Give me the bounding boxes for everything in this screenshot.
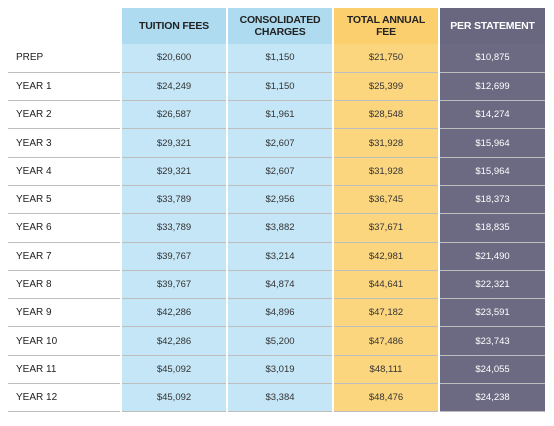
cell-per-statement: $21,490 (438, 242, 545, 271)
cell-consolidated-charges: $5,200 (226, 326, 333, 356)
cell-total-annual-fee: $44,641 (332, 270, 439, 300)
cell-tuition-fees: $29,321 (120, 128, 227, 158)
cell-consolidated-charges: $4,896 (226, 298, 333, 328)
cell-per-statement: $23,591 (438, 298, 545, 328)
table-body: PREP $20,600 $1,150 $21,750 $10,875 YEAR 1 $24… (8, 44, 545, 413)
cell-total-annual-fee: $48,111 (332, 355, 439, 385)
cell-per-statement: $23,743 (438, 326, 545, 356)
header-tuition-fees: TUITION FEES (120, 8, 227, 44)
cell-per-statement: $12,699 (438, 72, 545, 102)
header-consolidated-charges: CONSOLIDATED CHARGES (226, 8, 333, 44)
table-row: YEAR 6 $33,789 $3,882 $37,671 $18,835 (8, 213, 545, 243)
row-label: YEAR 6 (8, 213, 121, 243)
cell-total-annual-fee: $28,548 (332, 100, 439, 130)
cell-per-statement: $10,875 (438, 44, 545, 73)
cell-per-statement: $15,964 (438, 128, 545, 158)
header-total-annual-fee: TOTAL ANNUAL FEE (332, 8, 439, 44)
header-row: TUITION FEES CONSOLIDATED CHARGES TOTAL … (8, 8, 545, 44)
cell-consolidated-charges: $2,956 (226, 185, 333, 215)
row-label: YEAR 9 (8, 298, 121, 328)
cell-per-statement: $14,274 (438, 100, 545, 130)
cell-tuition-fees: $39,767 (120, 270, 227, 300)
cell-per-statement: $18,373 (438, 185, 545, 215)
table-row: YEAR 5 $33,789 $2,956 $36,745 $18,373 (8, 185, 545, 215)
cell-per-statement: $24,055 (438, 355, 545, 385)
table-row: YEAR 8 $39,767 $4,874 $44,641 $22,321 (8, 270, 545, 300)
cell-tuition-fees: $24,249 (120, 72, 227, 102)
table-row: YEAR 12 $45,092 $3,384 $48,476 $24,238 (8, 383, 545, 413)
cell-tuition-fees: $45,092 (120, 383, 227, 413)
cell-tuition-fees: $39,767 (120, 242, 227, 271)
cell-per-statement: $18,835 (438, 213, 545, 243)
row-label: YEAR 3 (8, 128, 121, 158)
cell-consolidated-charges: $1,961 (226, 100, 333, 130)
cell-tuition-fees: $33,789 (120, 185, 227, 215)
cell-tuition-fees: $42,286 (120, 298, 227, 328)
table-row: YEAR 1 $24,249 $1,150 $25,399 $12,699 (8, 72, 545, 102)
cell-per-statement: $24,238 (438, 383, 545, 413)
table-row: YEAR 3 $29,321 $2,607 $31,928 $15,964 (8, 128, 545, 158)
cell-tuition-fees: $26,587 (120, 100, 227, 130)
cell-consolidated-charges: $2,607 (226, 128, 333, 158)
row-label: YEAR 5 (8, 185, 121, 215)
cell-total-annual-fee: $42,981 (332, 242, 439, 271)
row-label: YEAR 7 (8, 242, 121, 271)
table-row: PREP $20,600 $1,150 $21,750 $10,875 (8, 44, 545, 73)
cell-consolidated-charges: $1,150 (226, 72, 333, 102)
cell-tuition-fees: $45,092 (120, 355, 227, 385)
cell-total-annual-fee: $47,182 (332, 298, 439, 328)
cell-tuition-fees: $42,286 (120, 326, 227, 356)
cell-tuition-fees: $29,321 (120, 157, 227, 186)
cell-tuition-fees: $20,600 (120, 44, 227, 73)
cell-total-annual-fee: $31,928 (332, 157, 439, 186)
cell-consolidated-charges: $3,214 (226, 242, 333, 271)
cell-per-statement: $22,321 (438, 270, 545, 300)
row-label: YEAR 1 (8, 72, 121, 102)
header-per-statement: PER STATEMENT (438, 8, 545, 44)
cell-consolidated-charges: $3,384 (226, 383, 333, 413)
row-label: YEAR 8 (8, 270, 121, 300)
header-blank (8, 8, 121, 44)
cell-total-annual-fee: $47,486 (332, 326, 439, 356)
table-row: YEAR 10 $42,286 $5,200 $47,486 $23,743 (8, 326, 545, 356)
cell-total-annual-fee: $36,745 (332, 185, 439, 215)
cell-total-annual-fee: $37,671 (332, 213, 439, 243)
fee-table: TUITION FEES CONSOLIDATED CHARGES TOTAL … (8, 8, 545, 413)
cell-consolidated-charges: $3,019 (226, 355, 333, 385)
cell-consolidated-charges: $1,150 (226, 44, 333, 73)
table-row: YEAR 11 $45,092 $3,019 $48,111 $24,055 (8, 355, 545, 385)
cell-consolidated-charges: $2,607 (226, 157, 333, 186)
cell-total-annual-fee: $48,476 (332, 383, 439, 413)
row-label: YEAR 12 (8, 383, 121, 413)
row-label: YEAR 2 (8, 100, 121, 130)
row-label: YEAR 11 (8, 355, 121, 385)
cell-tuition-fees: $33,789 (120, 213, 227, 243)
row-label: YEAR 4 (8, 157, 121, 186)
table-row: YEAR 7 $39,767 $3,214 $42,981 $21,490 (8, 242, 545, 271)
table-row: YEAR 2 $26,587 $1,961 $28,548 $14,274 (8, 100, 545, 130)
table-row: YEAR 4 $29,321 $2,607 $31,928 $15,964 (8, 157, 545, 186)
row-label: PREP (8, 44, 121, 73)
table-row: YEAR 9 $42,286 $4,896 $47,182 $23,591 (8, 298, 545, 328)
row-label: YEAR 10 (8, 326, 121, 356)
cell-consolidated-charges: $4,874 (226, 270, 333, 300)
cell-per-statement: $15,964 (438, 157, 545, 186)
cell-total-annual-fee: $25,399 (332, 72, 439, 102)
cell-total-annual-fee: $31,928 (332, 128, 439, 158)
cell-consolidated-charges: $3,882 (226, 213, 333, 243)
cell-total-annual-fee: $21,750 (332, 44, 439, 73)
